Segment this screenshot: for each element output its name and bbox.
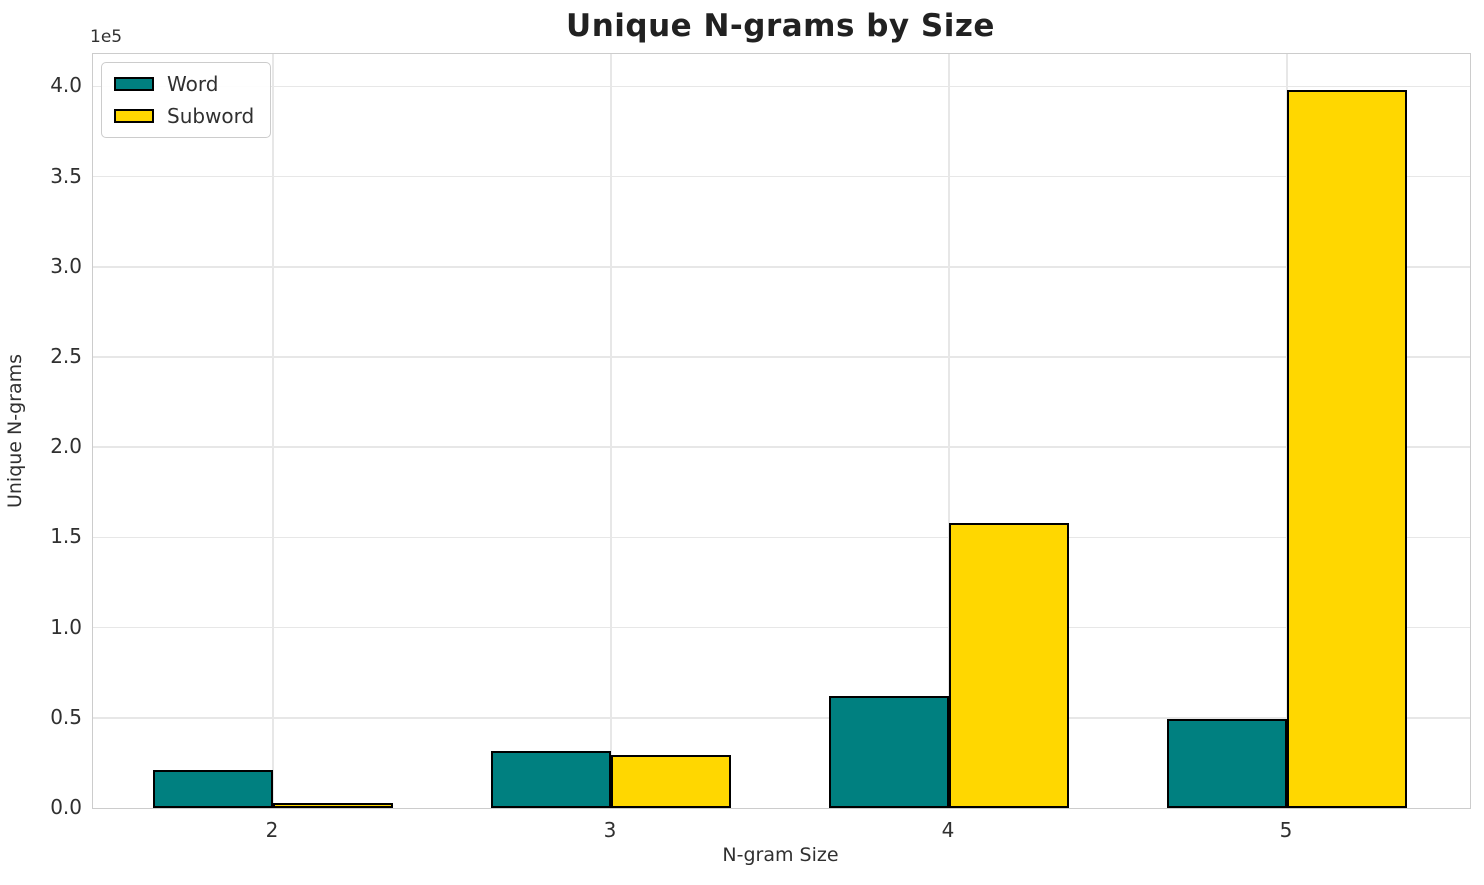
gridline-horizontal [93, 626, 1470, 629]
gridline-horizontal [93, 536, 1470, 539]
y-tick-label: 1.0 [50, 614, 82, 639]
y-axis-offset-text: 1e5 [90, 27, 123, 47]
legend-item-word: Word [114, 72, 254, 96]
bar-subword-3 [610, 754, 731, 808]
bar-subword-4 [948, 522, 1069, 808]
bar-word-3 [491, 751, 611, 808]
gridline-horizontal [93, 266, 1470, 268]
y-tick-label: 3.0 [50, 253, 82, 278]
x-axis-label: N-gram Size [722, 844, 839, 866]
gridline-vertical [610, 54, 612, 808]
bar-word-2 [152, 770, 273, 808]
y-tick-label: 0.0 [50, 795, 82, 819]
legend-label-word: Word [167, 72, 219, 96]
x-tick-label: 3 [603, 818, 617, 842]
gridline-horizontal [93, 717, 1470, 719]
y-tick-label: 3.5 [50, 163, 82, 188]
y-tick-label: 2.0 [50, 434, 82, 459]
gridline-vertical [272, 54, 274, 808]
legend-item-subword: Subword [114, 104, 254, 128]
bar-word-4 [829, 696, 949, 808]
gridline-horizontal [93, 356, 1470, 358]
legend-swatch-subword [114, 109, 154, 123]
y-tick-label: 1.5 [50, 524, 82, 549]
x-tick-label: 2 [265, 818, 279, 842]
plot-area [92, 53, 1471, 809]
x-tick-label: 5 [1279, 818, 1293, 842]
gridline-horizontal [93, 446, 1470, 448]
bar-subword-2 [272, 802, 393, 808]
y-tick-label: 0.5 [50, 704, 82, 729]
legend-label-subword: Subword [167, 104, 255, 128]
legend-swatch-word [114, 77, 154, 91]
y-tick-label: 4.0 [50, 73, 82, 98]
bar-word-5 [1167, 718, 1287, 808]
x-tick-label: 4 [941, 818, 955, 842]
gridline-horizontal [93, 175, 1470, 178]
y-tick-label: 2.5 [50, 344, 82, 369]
chart-title: Unique N-grams by Size [566, 8, 995, 44]
gridline-horizontal [93, 85, 1470, 88]
bar-subword-5 [1287, 90, 1407, 808]
gridline-vertical [948, 54, 950, 808]
legend: Word Subword [101, 62, 272, 138]
